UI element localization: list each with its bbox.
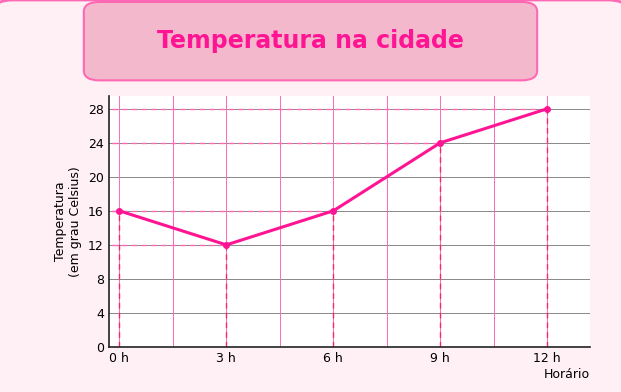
Text: Temperatura na cidade: Temperatura na cidade xyxy=(157,29,464,53)
Y-axis label: Temperatura
(em grau Celsius): Temperatura (em grau Celsius) xyxy=(55,166,83,277)
X-axis label: Horário: Horário xyxy=(544,368,590,381)
FancyBboxPatch shape xyxy=(84,2,537,80)
